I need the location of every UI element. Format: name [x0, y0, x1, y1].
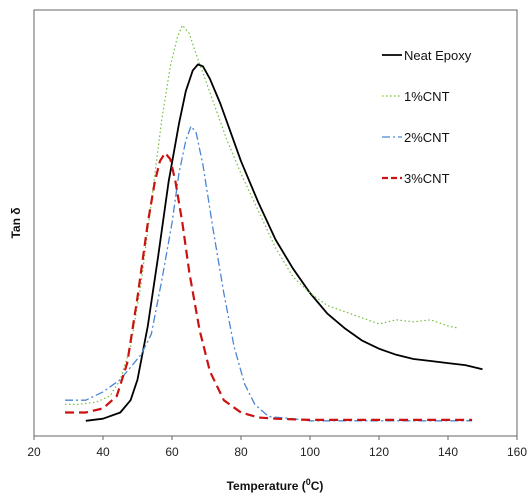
x-tick-layer: 20 40 60 80 100 120 140 160	[27, 436, 527, 459]
legend-label: Neat Epoxy	[404, 48, 472, 63]
x-tick-label: 120	[369, 445, 389, 459]
series-line-2-cnt	[65, 125, 473, 422]
legend-label: 3%CNT	[404, 171, 450, 186]
x-axis-title-main: Temperature (	[227, 479, 306, 493]
x-tick-label: 100	[300, 445, 320, 459]
series-layer	[65, 24, 483, 422]
x-tick-label: 80	[234, 445, 248, 459]
x-axis-title-tail: C)	[311, 479, 324, 493]
x-axis-title-sup: 0	[306, 477, 311, 487]
x-tick-label: 20	[27, 445, 41, 459]
x-tick-label: 60	[165, 445, 179, 459]
x-tick-label: 160	[507, 445, 527, 459]
series-line-neat-epoxy	[85, 63, 483, 422]
legend-label: 2%CNT	[404, 130, 450, 145]
plot-frame	[33, 9, 518, 437]
x-tick-label: 140	[438, 445, 458, 459]
legend-label: 1%CNT	[404, 89, 450, 104]
series-line-3-cnt	[65, 151, 473, 421]
series-line-1-cnt	[65, 24, 459, 405]
x-axis-title: Temperature (0C)	[227, 477, 324, 493]
legend: Neat Epoxy 1%CNT 2%CNT 3%CNT	[382, 48, 472, 186]
y-axis-title: Tan δ	[9, 207, 23, 238]
x-tick-label: 40	[96, 445, 110, 459]
